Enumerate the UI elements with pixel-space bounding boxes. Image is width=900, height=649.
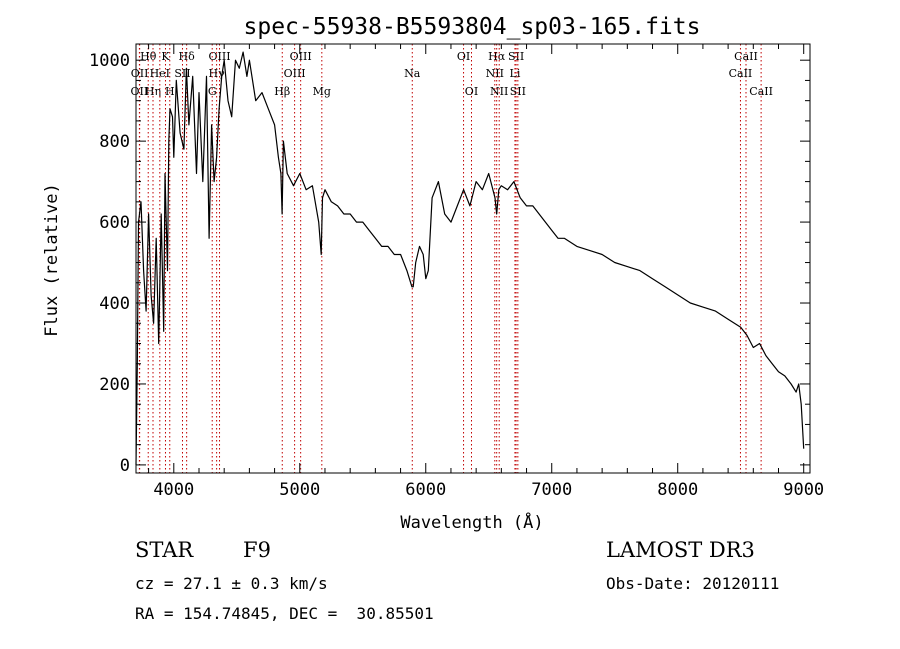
- y-tick-label-800: 800: [99, 132, 130, 152]
- chart-title: spec-55938-B5593804_sp03-165.fits: [244, 14, 701, 40]
- y-tick-label-1000: 1000: [89, 51, 130, 71]
- spectrum-line-0: [135, 51, 805, 465]
- line-marker-label-14: OIII: [290, 50, 312, 63]
- line-marker-label-16: Na: [404, 67, 421, 80]
- line-marker-label-25: CaII: [734, 50, 758, 63]
- plot-frame: [135, 43, 811, 474]
- line-marker-label-1: OII: [131, 67, 149, 80]
- x-tick-label-6000: 6000: [405, 480, 446, 500]
- line-marker-label-2: Hθ: [140, 50, 157, 63]
- line-marker-label-5: K: [161, 50, 170, 63]
- line-marker-label-21: NII: [490, 85, 508, 98]
- line-marker-label-27: CaII: [749, 85, 773, 98]
- redshift-readout: cz = 27.1 ± 0.3 km/s: [135, 574, 328, 593]
- line-marker-label-3: Hη: [145, 85, 161, 98]
- line-marker-label-9: OIII: [208, 50, 230, 63]
- y-tick-label-0: 0: [120, 456, 130, 476]
- line-marker-label-0: OII: [131, 85, 149, 98]
- x-tick-label-8000: 8000: [657, 480, 698, 500]
- line-marker-label-4: HeI: [150, 67, 170, 80]
- observation-date: Obs-Date: 20120111: [606, 574, 780, 593]
- line-marker-label-19: Hα: [488, 50, 506, 63]
- line-marker-label-6: SII: [174, 67, 190, 80]
- x-tick-label-4000: 4000: [153, 480, 194, 500]
- line-marker-label-18: OI: [465, 85, 478, 98]
- spectral-subclass: F9: [243, 538, 271, 562]
- x-axis-label: Wavelength (Å): [400, 511, 543, 533]
- y-tick-label-600: 600: [99, 213, 130, 233]
- line-marker-label-15: Mg: [313, 85, 331, 98]
- axes: 4000 5000 6000 7000 8000 9000 0 200 400 600 800 100…: [89, 44, 824, 500]
- x-tick-label-7000: 7000: [531, 480, 572, 500]
- y-axis-label: Flux (relative): [42, 183, 62, 337]
- line-marker-label-20: NII: [486, 67, 504, 80]
- line-marker-label-11: G: [208, 85, 217, 98]
- line-marker-label-12: Hβ: [274, 85, 290, 98]
- line-marker-label-17: OI: [457, 50, 470, 63]
- line-marker-label-22: SII: [508, 50, 524, 63]
- x-tick-label-5000: 5000: [279, 480, 320, 500]
- line-marker-label-23: Li: [510, 67, 521, 80]
- line-marker-label-26: CaII: [729, 67, 753, 80]
- object-type: STAR: [135, 538, 194, 562]
- survey-name: LAMOST DR3: [606, 538, 755, 562]
- y-tick-label-400: 400: [99, 294, 130, 314]
- spectrum-series: [135, 51, 805, 465]
- x-tick-label-9000: 9000: [783, 480, 824, 500]
- line-marker-label-13: OIII: [284, 67, 306, 80]
- coordinates-readout: RA = 154.74845, DEC = 30.85501: [135, 604, 434, 623]
- line-marker-label-24: SII: [510, 85, 526, 98]
- y-tick-label-200: 200: [99, 375, 130, 395]
- line-marker-label-8: Hδ: [179, 50, 196, 63]
- line-marker-label-7: H: [165, 85, 175, 98]
